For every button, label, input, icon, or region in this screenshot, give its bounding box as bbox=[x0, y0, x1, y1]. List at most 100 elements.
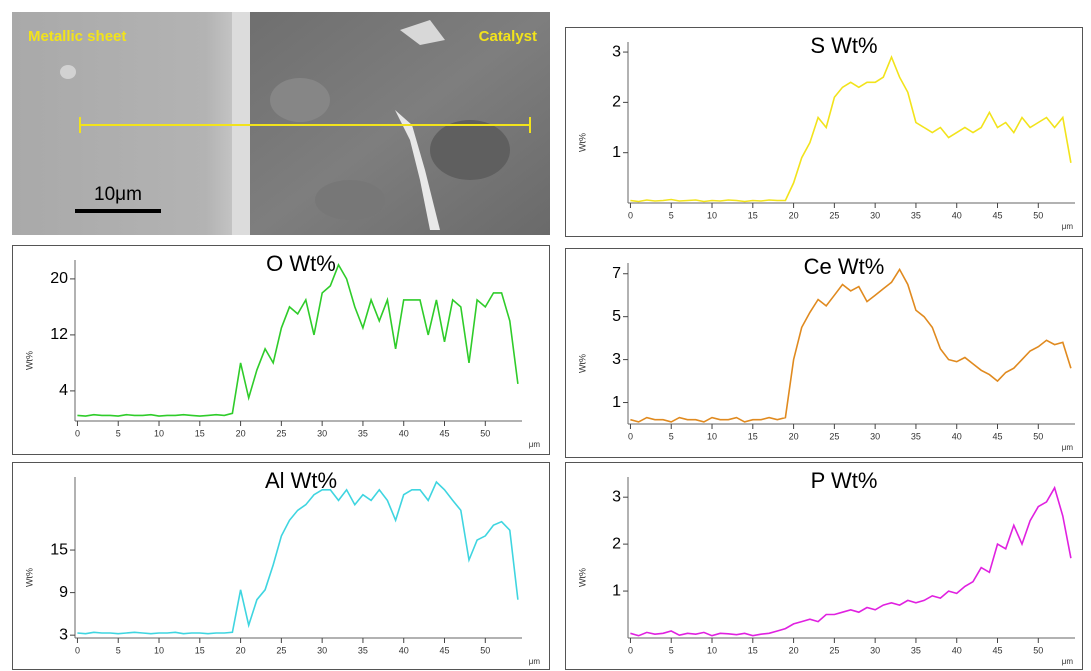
interface bbox=[232, 12, 250, 235]
x-tick-label: 0 bbox=[75, 428, 80, 438]
chart-title: Al Wt% bbox=[265, 468, 337, 493]
grain bbox=[315, 180, 385, 220]
x-tick-label: 15 bbox=[748, 431, 758, 441]
x-tick-label: 15 bbox=[195, 645, 205, 655]
y-tick-label: 1 bbox=[612, 394, 621, 411]
grain bbox=[270, 78, 330, 122]
y-tick-label: 2 bbox=[612, 535, 621, 552]
chart-title: S Wt% bbox=[810, 33, 877, 58]
x-tick-label: 25 bbox=[829, 645, 839, 655]
y-tick-label: 3 bbox=[612, 351, 621, 368]
x-tick-label: 25 bbox=[276, 645, 286, 655]
x-tick-label: 25 bbox=[829, 431, 839, 441]
chart-title: O Wt% bbox=[266, 251, 336, 276]
x-tick-label: 10 bbox=[707, 431, 717, 441]
y-tick-label: 4 bbox=[59, 382, 68, 399]
x-tick-label: 20 bbox=[236, 428, 246, 438]
panel-border bbox=[565, 462, 1083, 670]
panel-border bbox=[565, 27, 1083, 237]
x-tick-label: 30 bbox=[870, 210, 880, 220]
y-tick-label: 3 bbox=[612, 488, 621, 505]
x-tick-label: 50 bbox=[1033, 210, 1043, 220]
metal-region bbox=[12, 12, 240, 235]
x-tick-label: 50 bbox=[480, 645, 490, 655]
x-tick-label: 5 bbox=[669, 431, 674, 441]
y-tick-label: 1 bbox=[612, 582, 621, 599]
y-tick-label: 20 bbox=[50, 270, 68, 287]
y-tick-label: 3 bbox=[612, 43, 621, 60]
x-tick-label: 35 bbox=[911, 210, 921, 220]
y-axis-label: Wt% bbox=[577, 354, 587, 373]
x-tick-label: 35 bbox=[911, 431, 921, 441]
x-tick-label: 0 bbox=[75, 645, 80, 655]
x-tick-label: 30 bbox=[870, 645, 880, 655]
x-tick-label: 0 bbox=[628, 645, 633, 655]
x-tick-label: 20 bbox=[236, 645, 246, 655]
y-tick-label: 9 bbox=[59, 584, 68, 601]
data-line bbox=[77, 480, 519, 635]
x-tick-label: 40 bbox=[952, 645, 962, 655]
crack-glare bbox=[400, 20, 445, 45]
x-tick-label: 45 bbox=[440, 428, 450, 438]
panel-border bbox=[565, 248, 1083, 458]
region-label: Metallic sheet bbox=[28, 28, 126, 45]
y-axis-label: Wt% bbox=[577, 133, 587, 152]
x-axis-label: μm bbox=[1062, 657, 1074, 666]
x-tick-label: 50 bbox=[480, 428, 490, 438]
data-line bbox=[630, 485, 1072, 637]
x-axis-label: μm bbox=[529, 440, 541, 449]
y-tick-label: 5 bbox=[612, 308, 621, 325]
x-tick-label: 45 bbox=[440, 645, 450, 655]
y-tick-label: 15 bbox=[50, 541, 68, 558]
x-tick-label: 15 bbox=[195, 428, 205, 438]
x-tick-label: 45 bbox=[993, 210, 1003, 220]
x-tick-label: 0 bbox=[628, 210, 633, 220]
x-tick-label: 5 bbox=[116, 428, 121, 438]
chart-title: Ce Wt% bbox=[804, 254, 885, 279]
x-tick-label: 5 bbox=[116, 645, 121, 655]
x-tick-label: 15 bbox=[748, 645, 758, 655]
y-axis-label: Wt% bbox=[24, 351, 34, 370]
x-tick-label: 5 bbox=[669, 210, 674, 220]
y-tick-label: 7 bbox=[612, 265, 621, 282]
y-tick-label: 2 bbox=[612, 94, 621, 111]
x-tick-label: 40 bbox=[399, 428, 409, 438]
scale-label: 10μm bbox=[94, 184, 142, 205]
data-line bbox=[77, 263, 519, 417]
region-label: Catalyst bbox=[479, 28, 537, 45]
x-axis-label: μm bbox=[1062, 222, 1074, 231]
x-axis-label: μm bbox=[529, 657, 541, 666]
data-line bbox=[630, 267, 1072, 423]
y-tick-label: 1 bbox=[612, 144, 621, 161]
x-tick-label: 35 bbox=[358, 645, 368, 655]
particle bbox=[60, 65, 76, 79]
x-tick-label: 10 bbox=[154, 428, 164, 438]
x-tick-label: 45 bbox=[993, 645, 1003, 655]
y-tick-label: 3 bbox=[59, 626, 68, 643]
x-tick-label: 45 bbox=[993, 431, 1003, 441]
x-tick-label: 30 bbox=[317, 645, 327, 655]
crack-glare bbox=[395, 110, 440, 230]
x-tick-label: 20 bbox=[789, 431, 799, 441]
panel-border bbox=[12, 245, 550, 455]
x-tick-label: 15 bbox=[748, 210, 758, 220]
x-tick-label: 10 bbox=[154, 645, 164, 655]
x-tick-label: 5 bbox=[669, 645, 674, 655]
x-tick-label: 40 bbox=[399, 645, 409, 655]
x-tick-label: 0 bbox=[628, 431, 633, 441]
x-tick-label: 30 bbox=[870, 431, 880, 441]
data-line bbox=[630, 54, 1072, 203]
x-tick-label: 20 bbox=[789, 645, 799, 655]
x-tick-label: 10 bbox=[707, 645, 717, 655]
chart-title: P Wt% bbox=[811, 468, 878, 493]
x-tick-label: 25 bbox=[829, 210, 839, 220]
y-axis-label: Wt% bbox=[577, 568, 587, 587]
grain bbox=[430, 120, 510, 180]
x-tick-label: 40 bbox=[952, 431, 962, 441]
y-tick-label: 12 bbox=[50, 326, 68, 343]
catalyst-region bbox=[250, 12, 550, 235]
x-tick-label: 50 bbox=[1033, 645, 1043, 655]
x-tick-label: 35 bbox=[358, 428, 368, 438]
